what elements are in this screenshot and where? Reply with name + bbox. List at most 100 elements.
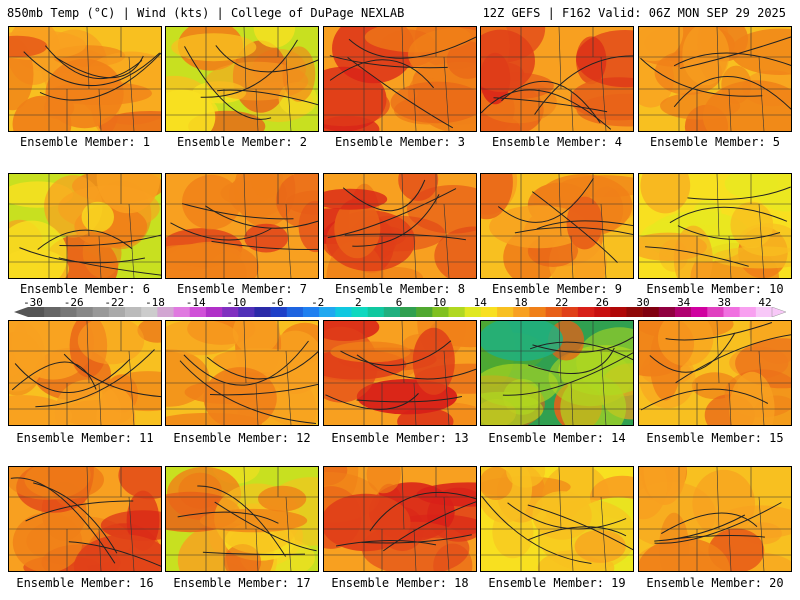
colorbar-swatch <box>92 307 110 317</box>
colorbar-tick-label: -22 <box>104 296 125 309</box>
colorbar-swatch <box>545 307 563 317</box>
colorbar-swatch <box>28 307 45 317</box>
ensemble-map-3 <box>323 26 477 132</box>
colorbar-tick-label: -10 <box>226 296 247 309</box>
colorbar-swatch <box>286 307 304 317</box>
colorbar-swatch <box>351 307 368 317</box>
ensemble-map-14 <box>480 320 634 426</box>
ensemble-map-16 <box>8 466 162 572</box>
ensemble-map-18 <box>323 466 477 572</box>
ensemble-member-label: Ensemble Member: 9 <box>491 282 623 296</box>
colorbar-tick-label: -14 <box>185 296 206 309</box>
colorbar-tick-label: 10 <box>433 296 447 309</box>
colorbar-swatch <box>400 307 417 317</box>
ensemble-map-10 <box>638 173 792 279</box>
ensemble-member-label: Ensemble Member: 11 <box>16 431 154 445</box>
colorbar-tick-label: -6 <box>270 296 284 309</box>
colorbar-swatch <box>302 307 320 317</box>
colorbar-swatch <box>658 307 676 317</box>
ensemble-map-5 <box>638 26 792 132</box>
colorbar-swatch <box>464 307 482 317</box>
ensemble-member-label: Ensemble Member: 6 <box>19 282 151 296</box>
ensemble-map-2 <box>165 26 319 132</box>
colorbar-swatch <box>254 307 271 317</box>
ensemble-member-label: Ensemble Member: 3 <box>334 135 466 149</box>
ensemble-member-label: Ensemble Member: 12 <box>173 431 311 445</box>
ensemble-map-8 <box>323 173 477 279</box>
ensemble-map-20 <box>638 466 792 572</box>
colorbar-tick-label: -30 <box>23 296 43 309</box>
colorbar-swatch <box>594 307 611 317</box>
colorbar-tick-label: -2 <box>311 296 325 309</box>
colorbar-swatch <box>205 307 223 317</box>
ensemble-member-label: Ensemble Member: 4 <box>491 135 623 149</box>
colorbar-swatch <box>610 307 627 317</box>
colorbar-swatch <box>60 307 77 317</box>
colorbar-swatch <box>157 307 174 317</box>
ensemble-member-label: Ensemble Member: 20 <box>646 576 784 590</box>
ensemble-member-label: Ensemble Member: 5 <box>649 135 781 149</box>
colorbar-swatch <box>739 307 757 317</box>
colorbar-swatch <box>222 307 239 317</box>
colorbar-swatch <box>319 307 336 317</box>
colorbar-swatch <box>755 307 773 317</box>
ensemble-map-7 <box>165 173 319 279</box>
colorbar-swatch <box>577 307 595 317</box>
colorbar-swatch <box>529 307 546 317</box>
ensemble-map-1 <box>8 26 162 132</box>
colorbar-swatch <box>432 307 449 317</box>
colorbar-swatch <box>416 307 433 317</box>
colorbar <box>14 307 786 317</box>
run-valid-time: 12Z GEFS | F162 Valid: 06Z MON SEP 29 20… <box>482 6 786 20</box>
colorbar-swatch <box>270 307 288 317</box>
colorbar-tick-label: 22 <box>555 296 569 309</box>
ensemble-member-label: Ensemble Member: 19 <box>488 576 626 590</box>
colorbar-swatch <box>448 307 465 317</box>
colorbar-swatch <box>383 307 401 317</box>
colorbar-tick-label: 6 <box>395 296 403 309</box>
colorbar-swatch <box>76 307 93 317</box>
ensemble-member-label: Ensemble Member: 14 <box>488 431 626 445</box>
ensemble-member-label: Ensemble Member: 1 <box>19 135 151 149</box>
ensemble-map-11 <box>8 320 162 426</box>
colorbar-swatch <box>642 307 660 317</box>
colorbar-swatch <box>674 307 692 317</box>
colorbar-swatch <box>691 307 708 317</box>
colorbar-max-arrow <box>771 307 786 317</box>
colorbar-tick-label: 42 <box>758 296 772 309</box>
ensemble-member-label: Ensemble Member: 15 <box>646 431 784 445</box>
ensemble-map-15 <box>638 320 792 426</box>
colorbar-swatch <box>367 307 385 317</box>
ensemble-member-label: Ensemble Member: 17 <box>173 576 311 590</box>
colorbar-swatch <box>108 307 126 317</box>
colorbar-tick-label: 38 <box>717 296 731 309</box>
colorbar-swatch <box>189 307 207 317</box>
ensemble-member-label: Ensemble Member: 13 <box>331 431 469 445</box>
colorbar-tick-label: 34 <box>677 296 691 309</box>
colorbar-swatch <box>626 307 643 317</box>
ensemble-map-17 <box>165 466 319 572</box>
colorbar-swatch <box>44 307 61 317</box>
colorbar-swatch <box>238 307 255 317</box>
ensemble-map-4 <box>480 26 634 132</box>
colorbar-swatch <box>561 307 579 317</box>
ensemble-map-9 <box>480 173 634 279</box>
colorbar-tick-label: 2 <box>354 296 362 309</box>
ensemble-member-label: Ensemble Member: 18 <box>331 576 469 590</box>
colorbar-swatch <box>141 307 158 317</box>
ensemble-map-13 <box>323 320 477 426</box>
colorbar-tick-label: 14 <box>473 296 487 309</box>
colorbar-swatch <box>723 307 740 317</box>
colorbar-swatch <box>173 307 191 317</box>
colorbar-tick-label: 30 <box>636 296 650 309</box>
ensemble-map-19 <box>480 466 634 572</box>
chart-title: 850mb Temp (°C) | Wind (kts) | College o… <box>7 6 405 20</box>
ensemble-map-12 <box>165 320 319 426</box>
colorbar-tick-label: -18 <box>145 296 165 309</box>
ensemble-map-6 <box>8 173 162 279</box>
colorbar-tick-label: 18 <box>514 296 528 309</box>
colorbar-swatch <box>707 307 724 317</box>
colorbar-tick-label: -26 <box>63 296 84 309</box>
colorbar-swatch <box>480 307 498 317</box>
ensemble-member-label: Ensemble Member: 7 <box>176 282 308 296</box>
